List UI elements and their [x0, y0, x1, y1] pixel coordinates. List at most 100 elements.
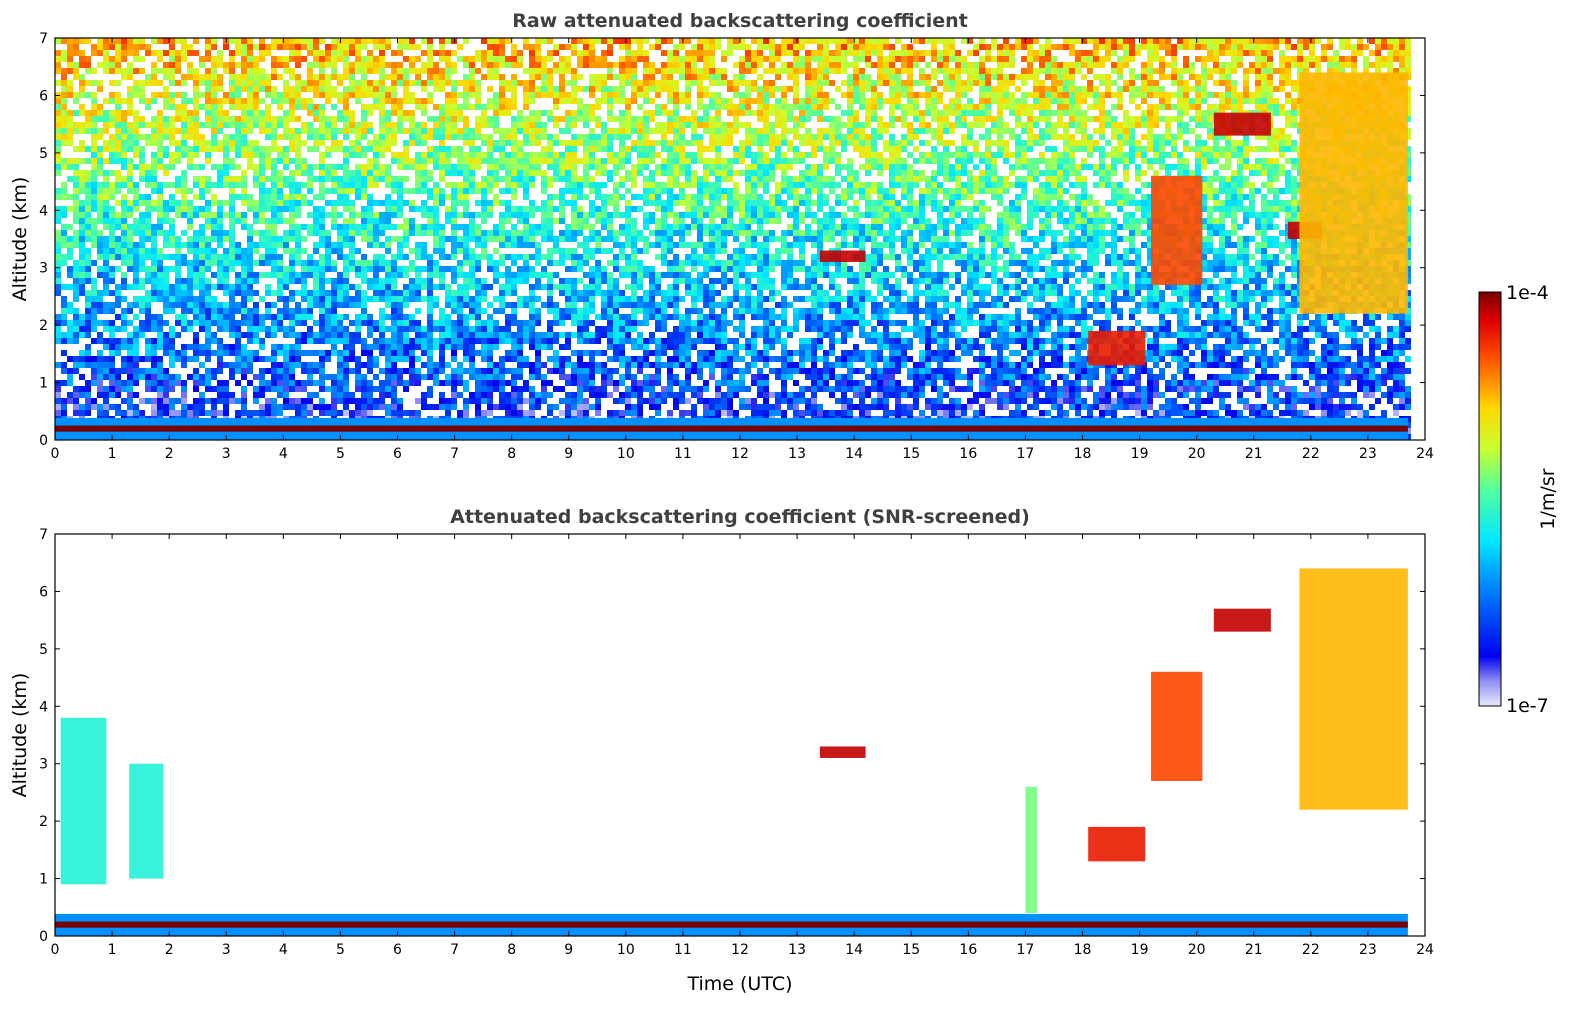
- noise-cell: [79, 182, 85, 188]
- noise-cell: [175, 182, 181, 188]
- noise-cell: [643, 242, 649, 248]
- noise-cell: [337, 314, 343, 320]
- noise-cell: [97, 116, 103, 122]
- noise-cell: [133, 338, 139, 344]
- noise-cell: [277, 284, 283, 290]
- noise-cell: [649, 230, 655, 236]
- noise-cell: [127, 200, 133, 206]
- noise-cell: [541, 62, 547, 68]
- noise-cell: [217, 320, 223, 326]
- noise-cell: [517, 140, 523, 146]
- noise-cell: [565, 308, 571, 314]
- noise-cell: [301, 38, 307, 44]
- noise-cell: [475, 374, 481, 380]
- noise-cell: [505, 212, 511, 218]
- noise-cell: [199, 248, 205, 254]
- noise-cell: [277, 146, 283, 152]
- noise-cell: [259, 110, 265, 116]
- noise-cell: [301, 86, 307, 92]
- noise-cell: [439, 146, 445, 152]
- noise-cell: [475, 392, 481, 398]
- noise-cell: [85, 68, 91, 74]
- noise-cell: [307, 380, 313, 386]
- noise-cell: [469, 272, 475, 278]
- noise-cell: [337, 374, 343, 380]
- noise-cell: [295, 356, 301, 362]
- noise-cell: [463, 140, 469, 146]
- noise-cell: [379, 326, 385, 332]
- noise-cell: [319, 218, 325, 224]
- noise-cell: [55, 320, 61, 326]
- noise-cell: [541, 182, 547, 188]
- noise-cell: [85, 398, 91, 404]
- noise-cell: [163, 392, 169, 398]
- noise-cell: [355, 248, 361, 254]
- noise-cell: [115, 146, 121, 152]
- noise-cell: [475, 410, 481, 416]
- noise-cell: [133, 206, 139, 212]
- noise-cell: [499, 164, 505, 170]
- noise-cell: [649, 158, 655, 164]
- noise-cell: [319, 122, 325, 128]
- noise-cell: [109, 146, 115, 152]
- noise-cell: [199, 296, 205, 302]
- noise-cell: [307, 44, 313, 50]
- noise-cell: [433, 80, 439, 86]
- noise-cell: [445, 122, 451, 128]
- noise-cell: [193, 122, 199, 128]
- noise-cell: [625, 368, 631, 374]
- noise-cell: [61, 74, 67, 80]
- noise-cell: [343, 350, 349, 356]
- noise-cell: [415, 242, 421, 248]
- noise-cell: [607, 68, 613, 74]
- noise-cell: [157, 116, 163, 122]
- noise-cell: [91, 326, 97, 332]
- noise-cell: [433, 200, 439, 206]
- noise-cell: [391, 236, 397, 242]
- noise-cell: [397, 200, 403, 206]
- noise-cell: [427, 92, 433, 98]
- noise-cell: [103, 392, 109, 398]
- noise-cell: [151, 134, 157, 140]
- noise-cell: [103, 206, 109, 212]
- noise-cell: [139, 278, 145, 284]
- noise-cell: [643, 50, 649, 56]
- noise-cell: [481, 194, 487, 200]
- noise-cell: [319, 350, 325, 356]
- noise-cell: [247, 68, 253, 74]
- noise-cell: [649, 302, 655, 308]
- noise-cell: [445, 92, 451, 98]
- noise-cell: [391, 188, 397, 194]
- noise-cell: [355, 86, 361, 92]
- noise-cell: [631, 254, 637, 260]
- noise-cell: [553, 308, 559, 314]
- noise-cell: [553, 386, 559, 392]
- noise-cell: [373, 374, 379, 380]
- noise-cell: [241, 404, 247, 410]
- noise-cell: [379, 98, 385, 104]
- noise-cell: [391, 176, 397, 182]
- noise-cell: [433, 224, 439, 230]
- noise-cell: [589, 380, 595, 386]
- noise-cell: [505, 302, 511, 308]
- noise-cell: [169, 68, 175, 74]
- noise-cell: [271, 200, 277, 206]
- noise-cell: [109, 158, 115, 164]
- noise-cell: [385, 140, 391, 146]
- noise-cell: [301, 320, 307, 326]
- noise-cell: [631, 170, 637, 176]
- noise-cell: [277, 44, 283, 50]
- noise-cell: [307, 164, 313, 170]
- noise-cell: [505, 56, 511, 62]
- noise-cell: [469, 182, 475, 188]
- noise-cell: [445, 50, 451, 56]
- noise-cell: [583, 320, 589, 326]
- noise-cell: [385, 302, 391, 308]
- noise-cell: [283, 56, 289, 62]
- noise-cell: [181, 146, 187, 152]
- noise-cell: [355, 146, 361, 152]
- noise-cell: [319, 296, 325, 302]
- noise-cell: [247, 104, 253, 110]
- noise-cell: [331, 188, 337, 194]
- noise-cell: [427, 284, 433, 290]
